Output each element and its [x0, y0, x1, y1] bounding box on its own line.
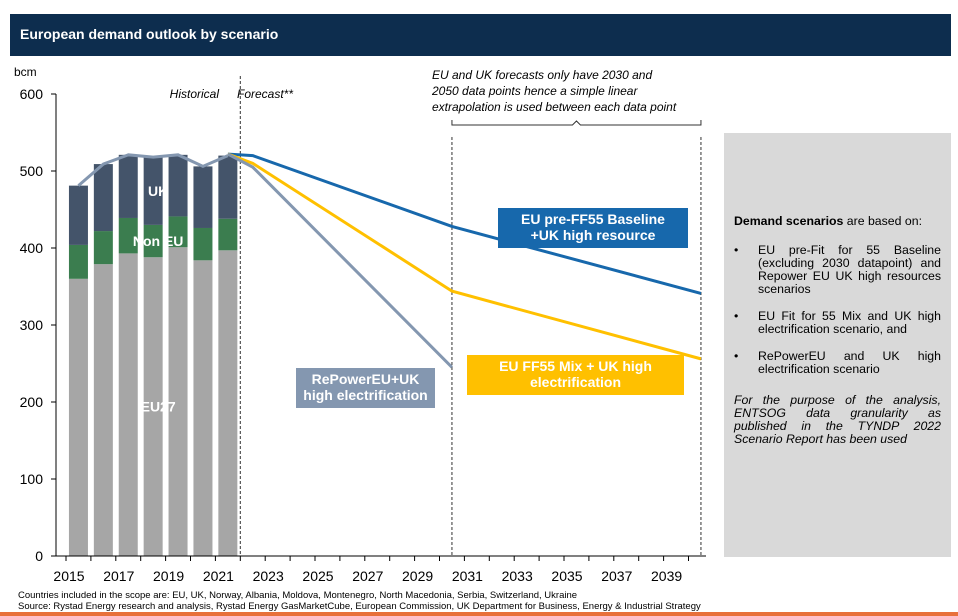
x-axis: 2015 2017 2019 2021 2023 2025 2027 2029 2031 2033… — [53, 555, 706, 584]
bar-segment-eu27 — [143, 257, 163, 556]
footer: Countries included in the scope are: EU,… — [18, 590, 701, 612]
side-panel: Demand scenarios are based on: • EU pre-F… — [724, 133, 951, 557]
bar-segment-non-eu — [93, 231, 113, 265]
x-tick-label: 2033 — [502, 568, 533, 584]
x-tick-label: 2035 — [551, 568, 582, 584]
bar-segment-eu27 — [68, 278, 88, 556]
scenario-label-text: EU pre-FF55 Baseline — [521, 211, 665, 227]
side-bullet: • RePowerEU and UK high electrification s… — [734, 349, 941, 376]
side-bullet: • EU pre-Fit for 55 Baseline (excluding 2… — [734, 243, 941, 296]
x-tick-label: 2039 — [651, 568, 682, 584]
x-tick-label: 2037 — [601, 568, 632, 584]
annotation-line: extrapolation is used between each data … — [432, 100, 677, 114]
footer-accent-bar — [0, 612, 958, 616]
bar-segment-uk — [193, 166, 213, 228]
scenario-label-text: electrification — [530, 374, 621, 390]
bar-segment-uk — [143, 157, 163, 225]
bullet-icon: • — [734, 309, 739, 323]
guide-lines — [239, 76, 702, 556]
bar-segment-eu27 — [93, 264, 113, 556]
bar-segment-non-eu — [68, 244, 88, 279]
footer-source: Source: Rystad Energy research and analy… — [18, 601, 701, 612]
bar-segment-eu27 — [118, 253, 138, 556]
x-tick-label: 2015 — [53, 568, 84, 584]
y-tick-label: 200 — [20, 394, 44, 410]
y-tick-label: 600 — [20, 86, 44, 102]
scenario-lines — [227, 152, 702, 369]
historical-label: Historical — [170, 87, 220, 101]
bar-segment-uk — [218, 155, 238, 219]
x-tick-label: 2023 — [253, 568, 284, 584]
scenario-line — [227, 152, 702, 361]
annotation-line: 2050 data points hence a simple linear — [431, 84, 638, 98]
bullet-icon: • — [734, 243, 739, 257]
side-heading: Demand scenarios are based on: — [734, 214, 922, 228]
bar-segment-non-eu — [143, 224, 163, 258]
x-tick-label: 2027 — [352, 568, 383, 584]
scenario-label-box — [498, 208, 688, 248]
annotation-line: EU and UK forecasts only have 2030 and — [432, 68, 652, 82]
scenario-label-text: high electrification — [303, 387, 427, 403]
footer-countries: Countries included in the scope are: EU,… — [18, 590, 578, 601]
bar-label-non-eu: Non EU — [133, 233, 184, 249]
bar-segment-uk — [68, 185, 88, 245]
y-axis-unit: bcm — [14, 65, 37, 79]
scenario-label-box — [467, 355, 684, 395]
bar-segment-uk — [168, 154, 188, 217]
x-tick-label: 2025 — [302, 568, 333, 584]
side-bullet: • EU Fit for 55 Mix and UK high electrifi… — [734, 309, 941, 336]
bar-label-eu27: EU27 — [141, 399, 176, 415]
bar-segment-non-eu — [218, 218, 238, 251]
scenario-line — [227, 152, 702, 295]
scenario-line — [227, 152, 454, 369]
bar-segment-non-eu — [168, 216, 188, 248]
extrapolation-annotation: EU and UK forecasts only have 2030 and 20… — [431, 68, 702, 126]
scenario-label-box — [296, 368, 435, 408]
scenario-label-text: RePowerEU+UK — [312, 371, 420, 387]
bar-segment-uk — [118, 154, 138, 218]
bar-segment-non-eu — [193, 227, 213, 261]
x-tick-label: 2019 — [153, 568, 184, 584]
bar-segment-labels: EU27 Non EU UK — [133, 183, 184, 415]
forecast-label: Forecast** — [237, 87, 293, 101]
x-tick-label: 2029 — [402, 568, 433, 584]
y-tick-label: 300 — [20, 317, 44, 333]
side-note: For the purpose of the analysis, ENTSOG … — [734, 393, 941, 446]
bar-segment-uk — [93, 164, 113, 232]
bar-segment-eu27 — [168, 247, 188, 557]
bar-segment-non-eu — [118, 217, 138, 254]
header-bar: European demand outlook by scenario — [10, 14, 951, 56]
x-tick-label: 2021 — [203, 568, 234, 584]
x-tick-label: 2017 — [103, 568, 134, 584]
y-tick-label: 400 — [20, 240, 44, 256]
y-tick-label: 0 — [35, 548, 43, 564]
scenario-label-text: +UK high resource — [531, 227, 656, 243]
y-tick-label: 100 — [20, 471, 44, 487]
annotation-bracket — [451, 120, 702, 126]
scenario-labels: EU pre-FF55 Baseline+UK high resource EU … — [296, 208, 688, 408]
historical-total-line — [77, 153, 229, 187]
page-title: European demand outlook by scenario — [20, 26, 279, 42]
bar-group — [68, 153, 238, 557]
bar-segment-eu27 — [193, 260, 213, 556]
y-axis: 0 100 200 300 400 500 600 — [20, 86, 57, 564]
x-tick-label: 2031 — [452, 568, 483, 584]
bar-label-uk: UK — [148, 183, 168, 199]
bar-segment-eu27 — [218, 250, 238, 556]
bullet-icon: • — [734, 349, 739, 363]
y-tick-label: 500 — [20, 163, 44, 179]
scenario-label-text: EU FF55 Mix + UK high — [499, 358, 652, 374]
